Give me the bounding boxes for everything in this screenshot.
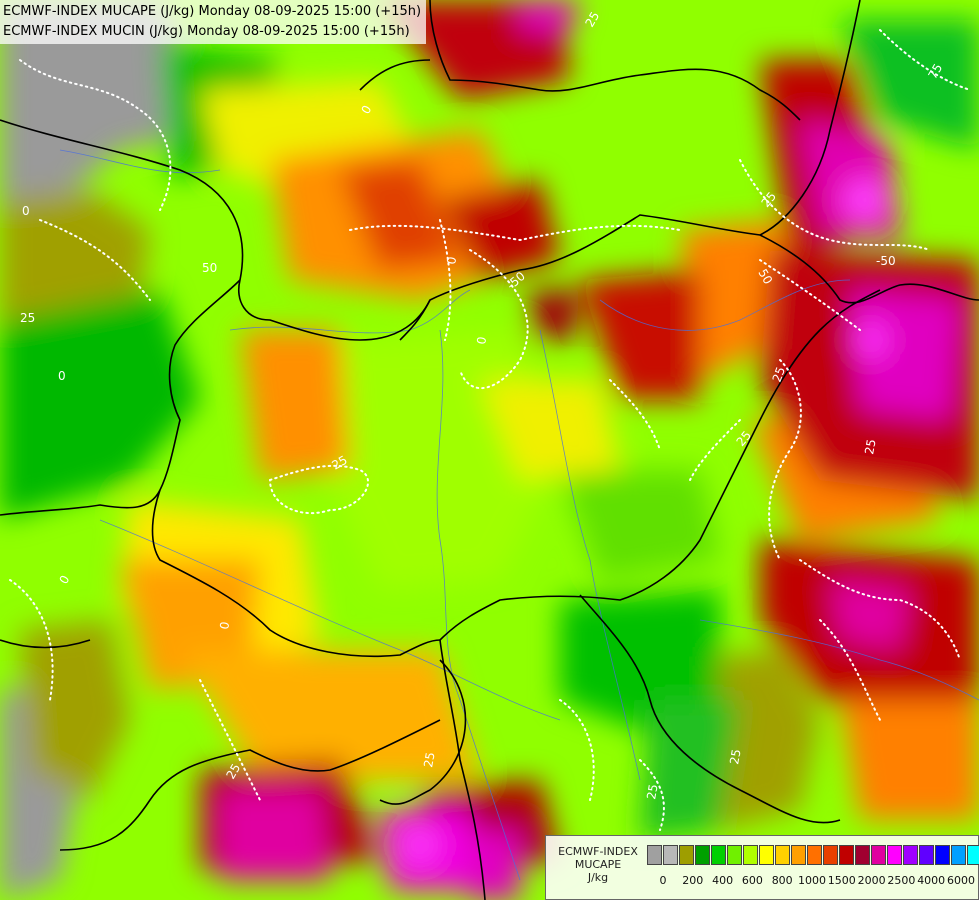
legend-tick-label: 2000	[857, 874, 886, 887]
legend-swatch	[871, 845, 886, 865]
legend-swatch	[967, 845, 979, 865]
contour-label: 0	[58, 369, 66, 383]
legend-swatch	[743, 845, 758, 865]
legend-swatch	[727, 845, 742, 865]
legend-tick-label: 0	[659, 874, 667, 887]
legend-tick-label: 6000	[947, 874, 975, 887]
legend-swatch	[663, 845, 678, 865]
contour-label: 25	[330, 453, 350, 473]
legend-tick-label: 400	[712, 874, 734, 887]
legend-swatch	[903, 845, 918, 865]
legend-swatch	[855, 845, 870, 865]
legend-tick-label: 800	[771, 874, 793, 887]
contour-labels: 25 0 50 -50 25 0 50 25 0 25 25 25 0 0 -5…	[20, 9, 945, 800]
contour-label: 25	[862, 438, 878, 455]
contour-label: 0	[474, 336, 489, 346]
legend-swatch	[935, 845, 950, 865]
legend-label: ECMWF-INDEX MUCAPE J/kg	[552, 845, 644, 884]
legend-ticks: 0 200 400 600 800 1000 1500 2000 2500 4000 6000	[647, 874, 977, 888]
contour-label: -50	[876, 254, 896, 268]
contour-label: 25	[770, 365, 788, 384]
contour-label: 25	[20, 311, 35, 325]
map-title-mucin: ECMWF-INDEX MUCIN (J/kg) Monday 08-09-20…	[3, 24, 410, 39]
legend-tick-label: 600	[741, 874, 763, 887]
color-legend: ECMWF-INDEX MUCAPE J/kg 0 200 400 600 800 100…	[545, 835, 979, 900]
legend-swatch	[759, 845, 774, 865]
legend-swatch	[839, 845, 854, 865]
legend-tick-label: 4000	[917, 874, 946, 887]
contour-label: 25	[644, 783, 660, 800]
legend-tick-label: 1000	[798, 874, 826, 887]
legend-parameter: MUCAPE	[574, 858, 622, 871]
legend-swatch	[791, 845, 806, 865]
legend-swatch	[775, 845, 790, 865]
legend-swatch	[823, 845, 838, 865]
contour-label: 50	[202, 261, 217, 275]
contour-label: 0	[22, 204, 30, 218]
legend-tick-label: 1500	[827, 874, 856, 887]
contour-label: 25	[223, 761, 243, 781]
legend-tick-label: 200	[682, 874, 704, 887]
map-title-mucape: ECMWF-INDEX MUCAPE (J/kg) Monday 08-09-2…	[3, 4, 422, 19]
legend-swatch	[807, 845, 822, 865]
legend-swatch	[887, 845, 902, 865]
legend-swatch	[951, 845, 966, 865]
contour-label: 25	[727, 748, 743, 765]
mucin-contours	[9, 29, 971, 831]
contour-label: 25	[421, 751, 437, 768]
rivers	[59, 149, 979, 881]
legend-swatch	[679, 845, 694, 865]
legend-swatch	[695, 845, 710, 865]
contour-label: 0	[217, 621, 232, 631]
map-title-box: ECMWF-INDEX MUCAPE (J/kg) Monday 08-09-2…	[0, 0, 427, 44]
legend-unit: J/kg	[587, 871, 609, 884]
contour-label: 75	[925, 61, 945, 81]
legend-source: ECMWF-INDEX	[558, 845, 638, 858]
legend-swatch	[647, 845, 662, 865]
legend-swatch	[711, 845, 726, 865]
legend-swatches	[647, 845, 979, 865]
contour-label: 50	[755, 267, 775, 287]
legend-swatch	[919, 845, 934, 865]
contour-label: 25	[582, 9, 602, 29]
legend-tick-label: 2500	[887, 874, 916, 887]
contour-label: 0	[444, 256, 459, 266]
